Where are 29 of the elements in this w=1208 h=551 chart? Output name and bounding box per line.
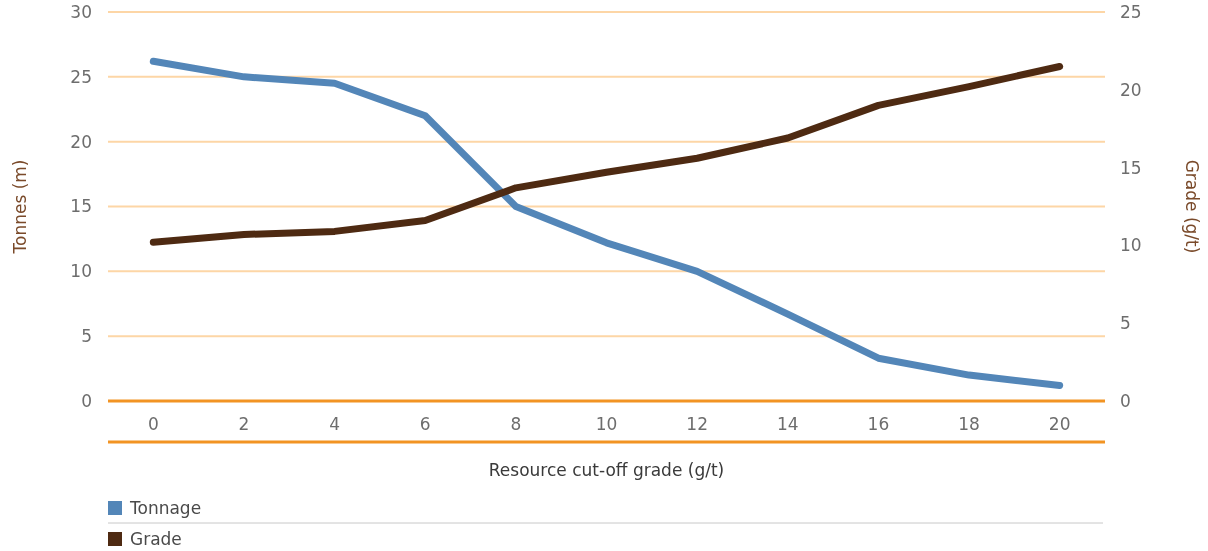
- y2-tick-label: 5: [1120, 313, 1131, 334]
- x-tick-label: 8: [510, 413, 522, 434]
- x-tick-label: 0: [147, 413, 159, 434]
- x-tick-label: 14: [776, 413, 799, 434]
- y-axis-title: Tonnes (m): [10, 159, 30, 255]
- x-tick-label: 10: [595, 413, 618, 434]
- y-tick-label: 20: [70, 131, 92, 152]
- x-tick-label: 20: [1048, 413, 1071, 434]
- y2-tick-label: 25: [1120, 1, 1142, 22]
- y2-tick-label: 15: [1120, 157, 1142, 178]
- legend-label: Tonnage: [129, 497, 202, 518]
- legend-label: Grade: [130, 528, 182, 549]
- y-tick-label: 15: [70, 196, 92, 217]
- x-tick-label: 12: [686, 413, 708, 434]
- x-tick-label: 18: [958, 413, 980, 434]
- x-tick-label: 16: [867, 413, 890, 434]
- y-tick-label: 25: [70, 66, 92, 87]
- x-tick-label: 2: [238, 413, 250, 434]
- y2-axis-title: Grade (g/t): [1182, 159, 1202, 254]
- y-tick-label: 30: [70, 1, 92, 22]
- y-tick-label: 5: [81, 326, 92, 347]
- x-tick-label: 4: [329, 413, 340, 434]
- y-tick-label: 10: [70, 261, 92, 282]
- x-tick-label: 6: [419, 413, 431, 434]
- y2-tick-label: 20: [1120, 79, 1142, 100]
- x-axis-title: Resource cut-off grade (g/t): [488, 460, 725, 480]
- y2-tick-label: 0: [1120, 390, 1131, 411]
- y2-tick-label: 10: [1120, 235, 1142, 256]
- y-tick-label: 0: [81, 390, 92, 411]
